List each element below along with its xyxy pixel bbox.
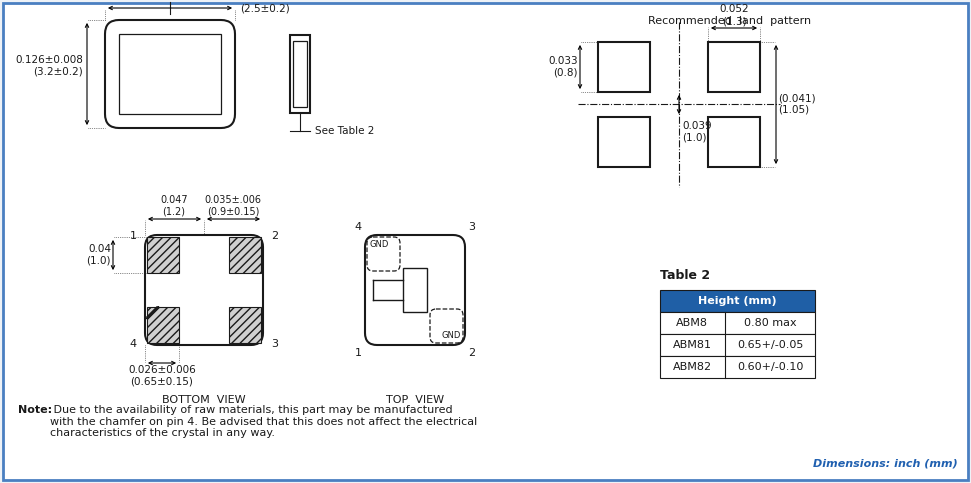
Bar	[119, 34, 221, 114]
Text: 0.052
(1.3): 0.052 (1.3)	[720, 4, 749, 26]
Text: 4: 4	[130, 339, 137, 349]
Text: 0.033
(0.8): 0.033 (0.8)	[549, 56, 578, 78]
Text: 0.047
(1.2): 0.047 (1.2)	[160, 196, 187, 217]
Text: GND: GND	[369, 240, 388, 249]
Text: 2: 2	[468, 348, 475, 358]
Text: 0.035±.006
(0.9±0.15): 0.035±.006 (0.9±0.15)	[205, 196, 261, 217]
Text: Due to the availability of raw materials, this part may be manufactured
with the: Due to the availability of raw materials…	[50, 405, 478, 438]
Text: ABM81: ABM81	[673, 340, 712, 350]
Bar	[403, 268, 427, 312]
Bar	[229, 237, 261, 273]
Text: Recommended  land  pattern: Recommended land pattern	[649, 16, 812, 26]
Text: GND: GND	[442, 331, 461, 340]
FancyBboxPatch shape	[105, 20, 235, 128]
Bar	[660, 312, 815, 334]
Text: Height (mm): Height (mm)	[698, 296, 776, 306]
Bar	[660, 334, 815, 356]
Text: 0.098±0.008
(2.5±0.2): 0.098±0.008 (2.5±0.2)	[240, 0, 308, 14]
Bar	[229, 307, 261, 343]
Text: Note:: Note:	[18, 405, 52, 415]
Text: Table 2: Table 2	[660, 269, 710, 282]
Bar	[147, 237, 179, 273]
FancyBboxPatch shape	[365, 235, 465, 345]
Bar	[708, 42, 760, 92]
Text: TOP  VIEW: TOP VIEW	[385, 395, 444, 405]
Text: ABM82: ABM82	[673, 362, 712, 372]
Bar	[147, 307, 179, 343]
Text: 0.80 max: 0.80 max	[744, 318, 796, 328]
Bar	[290, 35, 310, 113]
Text: 1: 1	[355, 348, 362, 358]
Text: 1: 1	[130, 231, 137, 241]
Text: 0.126±0.008
(3.2±0.2): 0.126±0.008 (3.2±0.2)	[16, 55, 83, 77]
Bar	[660, 290, 815, 312]
Text: BOTTOM  VIEW: BOTTOM VIEW	[162, 395, 246, 405]
Text: 0.04
(1.0): 0.04 (1.0)	[86, 244, 111, 266]
Text: 0.60+/-0.10: 0.60+/-0.10	[737, 362, 803, 372]
Text: See Table 2: See Table 2	[315, 126, 375, 136]
Bar	[598, 42, 650, 92]
Text: 0.026±0.006
(0.65±0.15): 0.026±0.006 (0.65±0.15)	[128, 365, 196, 386]
Bar	[708, 117, 760, 167]
Text: ABM8: ABM8	[676, 318, 708, 328]
FancyBboxPatch shape	[145, 235, 263, 345]
Text: (0.041)
(1.05): (0.041) (1.05)	[778, 93, 816, 115]
Text: Dimensions: inch (mm): Dimensions: inch (mm)	[814, 458, 958, 468]
Text: 3: 3	[271, 339, 278, 349]
Text: 3: 3	[468, 222, 475, 232]
Text: 4: 4	[354, 222, 362, 232]
Bar	[598, 117, 650, 167]
Text: 0.039
(1.0): 0.039 (1.0)	[682, 121, 712, 142]
Bar	[293, 41, 307, 107]
Text: 2: 2	[271, 231, 278, 241]
Bar	[660, 356, 815, 378]
Text: 0.65+/-0.05: 0.65+/-0.05	[737, 340, 803, 350]
Polygon shape	[147, 307, 159, 319]
